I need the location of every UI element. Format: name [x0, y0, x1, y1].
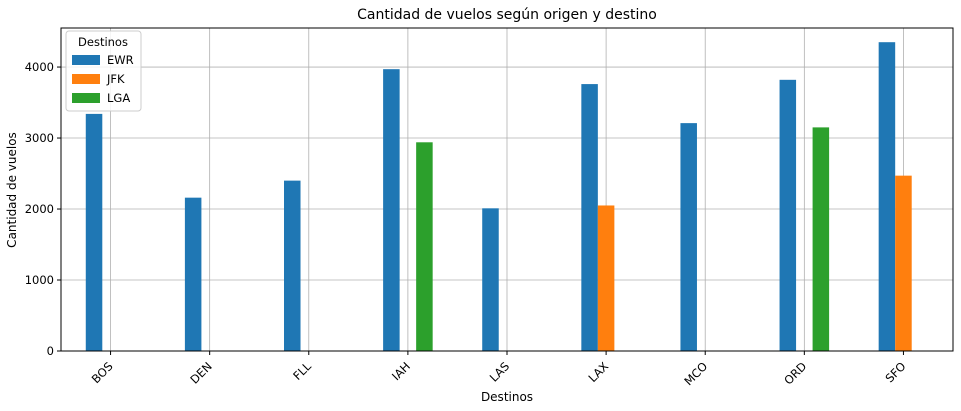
y-axis-label: Cantidad de vuelos — [5, 132, 19, 248]
bar-ewr-den — [184, 197, 202, 351]
x-tick-label: BOS — [89, 359, 116, 386]
y-axis-ticks: 0 1000 2000 3000 4000 — [25, 60, 61, 358]
legend-entry-label: EWR — [107, 53, 134, 67]
x-axis-ticks: BOS DEN FLL IAH LAS LAX MCO ORD SFO — [89, 351, 909, 388]
y-tick-label: 3000 — [25, 131, 54, 145]
x-tick-label: MCO — [681, 359, 710, 388]
bar-ewr-fll — [284, 180, 301, 351]
x-tick-label: LAS — [487, 359, 512, 384]
x-tick-label: IAH — [389, 359, 413, 383]
bar-ewr-las — [482, 208, 499, 351]
legend-entry-label: LGA — [107, 91, 130, 105]
bar-jfk-lax — [597, 205, 615, 351]
bar-jfk-sfo — [895, 175, 912, 351]
bar-ewr-sfo — [878, 42, 896, 351]
bar-ewr-lax — [581, 84, 598, 351]
bar-lga-iah — [416, 142, 433, 351]
y-tick-label: 4000 — [25, 60, 54, 74]
legend-swatch — [72, 74, 100, 84]
x-axis-label: Destinos — [481, 390, 533, 404]
x-tick-label: DEN — [187, 359, 214, 386]
legend-box — [65, 30, 142, 112]
x-tick-label: LAX — [585, 359, 611, 385]
legend-entry-label: JFK — [106, 72, 125, 86]
x-tick-label: SFO — [882, 359, 908, 385]
legend: Destinos EWR JFK LGA — [65, 30, 142, 112]
y-tick-label: 2000 — [25, 202, 54, 216]
legend-swatch — [72, 55, 100, 65]
legend-swatch — [72, 93, 100, 103]
x-tick-label: ORD — [781, 359, 809, 387]
legend-items: EWR JFK LGA — [72, 53, 134, 105]
chart-title: Cantidad de vuelos según origen y destin… — [357, 7, 657, 23]
bar-ewr-bos — [85, 113, 103, 352]
bars — [85, 42, 912, 352]
bar-lga-ord — [812, 127, 830, 351]
y-tick-label: 1000 — [25, 273, 54, 287]
legend-title: Destinos — [78, 35, 128, 49]
bar-ewr-mco — [680, 123, 697, 351]
x-tick-label: FLL — [290, 359, 314, 383]
y-tick-label: 0 — [47, 344, 54, 358]
bar-ewr-ord — [779, 79, 797, 352]
bar-ewr-iah — [383, 69, 400, 351]
